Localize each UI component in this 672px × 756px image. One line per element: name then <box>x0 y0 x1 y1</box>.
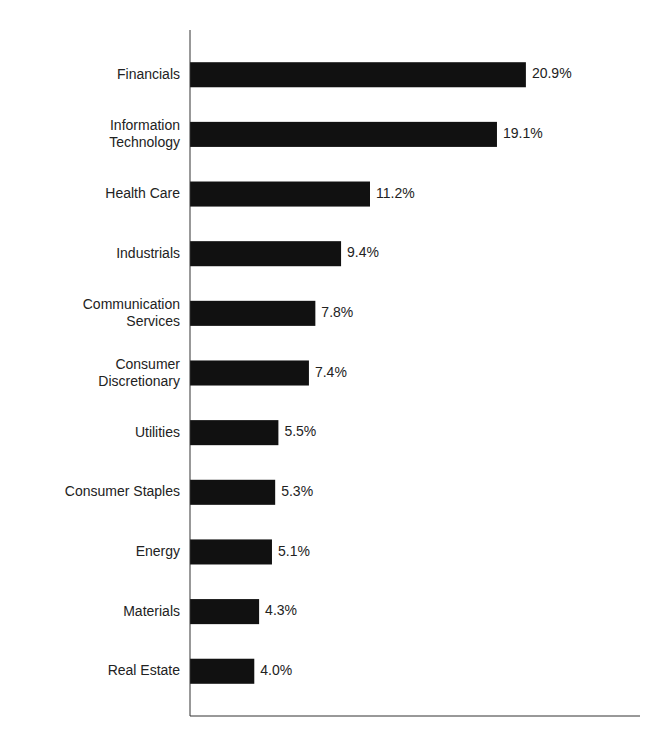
bar <box>190 122 497 147</box>
data-labels: 4.0% 4.3% 5.1% 5.3% 5.5% 7.4% 7.8% 9.4% 11.2% 19.… <box>260 65 571 678</box>
tick-label: Financials <box>117 65 180 81</box>
bar <box>190 539 272 564</box>
tick-label: Energy <box>136 543 180 559</box>
bar <box>190 62 526 87</box>
tick-label-line: Communication <box>83 296 180 312</box>
tick-label-line: Services <box>126 313 180 329</box>
tick-label: Utilities <box>135 423 180 439</box>
data-label: 4.0% <box>260 662 292 678</box>
y-axis-line <box>190 30 191 716</box>
tick-label: Health Care <box>105 185 180 201</box>
data-label: 19.1% <box>503 125 543 141</box>
bar <box>190 420 278 445</box>
tick-label: Industrials <box>116 244 180 260</box>
bars <box>190 62 526 684</box>
bar <box>190 360 309 385</box>
data-label: 5.1% <box>278 543 310 559</box>
data-label: 7.4% <box>315 364 347 380</box>
data-label: 20.9% <box>532 65 572 81</box>
tick-label-line: Utilities <box>135 423 180 439</box>
tick-label-line: Real Estate <box>108 662 181 678</box>
tick-label: Consumer Staples <box>65 483 180 499</box>
tick-label-line: Consumer Staples <box>65 483 180 499</box>
bar <box>190 659 254 684</box>
tick-label: ConsumerDiscretionary <box>98 355 180 388</box>
data-label: 9.4% <box>347 244 379 260</box>
category-labels: Real Estate Materials Energy Consumer Stapl… <box>65 65 180 678</box>
tick-label-line: Materials <box>123 602 180 618</box>
tick-label-line: Energy <box>136 543 180 559</box>
bar <box>190 182 370 207</box>
data-label: 7.8% <box>321 304 353 320</box>
bar <box>190 301 315 326</box>
tick-label-line: Health Care <box>105 185 180 201</box>
tick-label-line: Consumer <box>115 355 180 371</box>
data-label: 4.3% <box>265 602 297 618</box>
bar <box>190 480 275 505</box>
x-axis-line <box>190 716 640 717</box>
tick-label-line: Discretionary <box>98 372 180 388</box>
tick-label-line: Financials <box>117 65 180 81</box>
chart: 4.0% 4.3% 5.1% 5.3% 5.5% 7.4% 7.8% 9.4% 11.2% 19.… <box>0 0 672 756</box>
tick-label: InformationTechnology <box>109 117 180 150</box>
tick-label-line: Industrials <box>116 244 180 260</box>
data-label: 5.5% <box>284 423 316 439</box>
chart-container: 4.0% 4.3% 5.1% 5.3% 5.5% 7.4% 7.8% 9.4% 11.2% 19.… <box>0 0 672 756</box>
tick-label-line: Information <box>110 117 180 133</box>
bar <box>190 241 341 266</box>
data-label: 5.3% <box>281 483 313 499</box>
bar <box>190 599 259 624</box>
tick-label-line: Technology <box>109 134 180 150</box>
tick-label: CommunicationServices <box>83 296 180 329</box>
tick-label: Materials <box>123 602 180 618</box>
tick-label: Real Estate <box>108 662 181 678</box>
data-label: 11.2% <box>376 185 415 201</box>
